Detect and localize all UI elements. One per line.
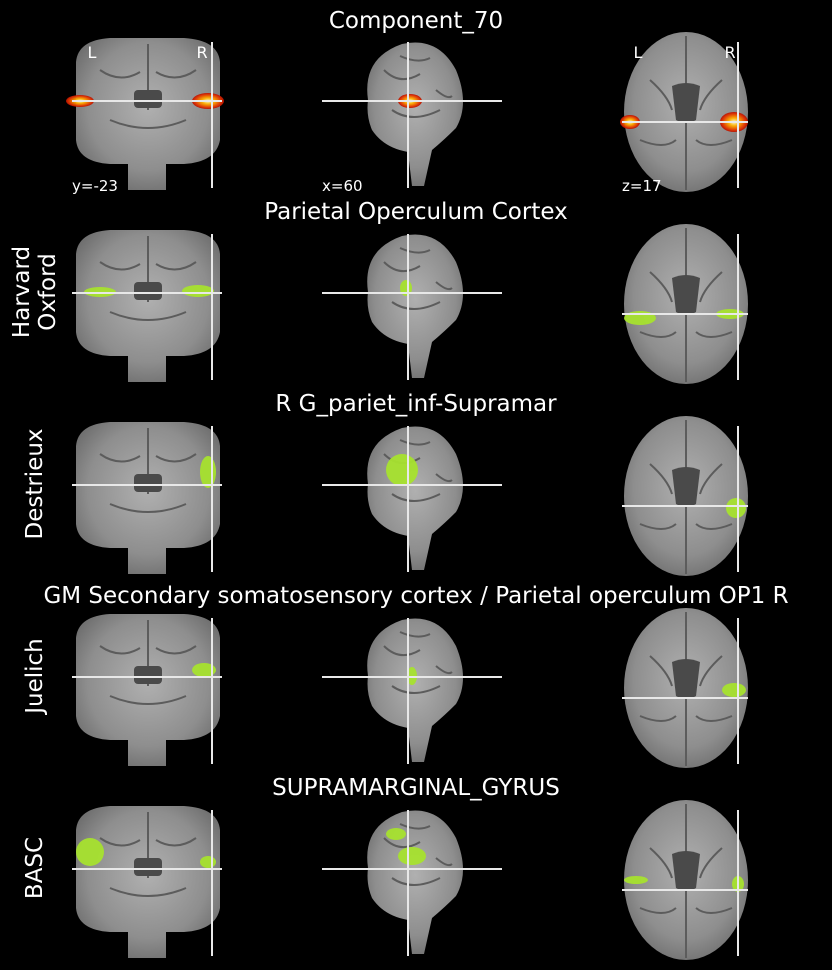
sagittal-slice xyxy=(367,234,463,378)
slice-coordinate: x=60 xyxy=(322,177,363,195)
overlay-region xyxy=(624,876,648,884)
row-label-line: Juelich xyxy=(22,638,48,716)
sagittal-folds xyxy=(383,247,453,310)
orientation-label: R xyxy=(196,43,207,62)
row-label: BASC xyxy=(22,837,48,899)
coronal-ventricles xyxy=(134,90,162,108)
row-label: Destrieux xyxy=(22,428,48,539)
sagittal-slice xyxy=(367,810,463,954)
atlas-row xyxy=(72,608,748,768)
overlay-blobs xyxy=(200,454,746,518)
overlay-region xyxy=(200,856,216,868)
atlas-row xyxy=(72,416,748,576)
row-title: SUPRAMARGINAL_GYRUS xyxy=(272,775,560,801)
overlay-region xyxy=(398,847,426,865)
coronal-folds xyxy=(99,428,197,513)
axial-ventricles xyxy=(672,467,700,507)
coronal-folds xyxy=(99,812,197,897)
coronal-ventricles xyxy=(134,474,162,492)
overlay-region xyxy=(722,683,746,697)
sagittal-slice xyxy=(367,42,463,186)
overlay-region xyxy=(386,454,418,486)
axial-ventricles xyxy=(672,659,700,699)
atlas-row xyxy=(72,224,748,384)
axial-ventricles xyxy=(672,851,700,891)
sagittal-folds xyxy=(383,823,453,886)
orientation-label: L xyxy=(634,43,643,62)
row-title: Parietal Operculum Cortex xyxy=(264,199,567,225)
coronal-folds xyxy=(99,44,197,129)
coronal-folds xyxy=(99,620,197,705)
overlay-region xyxy=(386,828,406,840)
atlas-row xyxy=(72,800,748,960)
sagittal-folds xyxy=(383,631,453,694)
overlay-region xyxy=(200,456,216,488)
overlay-blobs xyxy=(76,828,744,892)
overlay-region xyxy=(76,838,104,866)
coronal-ventricles xyxy=(134,666,162,684)
orientation-label: R xyxy=(724,43,735,62)
sagittal-slice xyxy=(367,618,463,762)
coronal-ventricles xyxy=(134,282,162,300)
overlay-region xyxy=(182,285,214,297)
row-title: GM Secondary somatosensory cortex / Pari… xyxy=(43,583,788,609)
overlay-region xyxy=(192,663,216,677)
axial-ventricles xyxy=(672,83,700,123)
slice-coordinate: z=17 xyxy=(622,177,662,195)
coronal-folds xyxy=(99,236,197,321)
row-label-line: Oxford xyxy=(35,253,61,331)
row-label: Juelich xyxy=(22,638,48,716)
coronal-ventricles xyxy=(134,858,162,876)
row-label: Harvard Oxford xyxy=(9,246,61,338)
row-title: R G_pariet_inf-Supramar xyxy=(275,391,557,417)
atlas-row xyxy=(66,32,748,192)
overlay-region xyxy=(726,498,746,518)
row-title: Component_70 xyxy=(329,8,503,34)
axial-ventricles xyxy=(672,275,700,315)
sagittal-slice xyxy=(367,426,463,570)
row-label-line: BASC xyxy=(22,837,48,899)
row-label-line: Harvard xyxy=(9,246,35,338)
orientation-label: L xyxy=(88,43,97,62)
row-label-line: Destrieux xyxy=(22,428,48,539)
slice-coordinate: y=-23 xyxy=(72,177,118,195)
sagittal-folds xyxy=(383,55,453,118)
